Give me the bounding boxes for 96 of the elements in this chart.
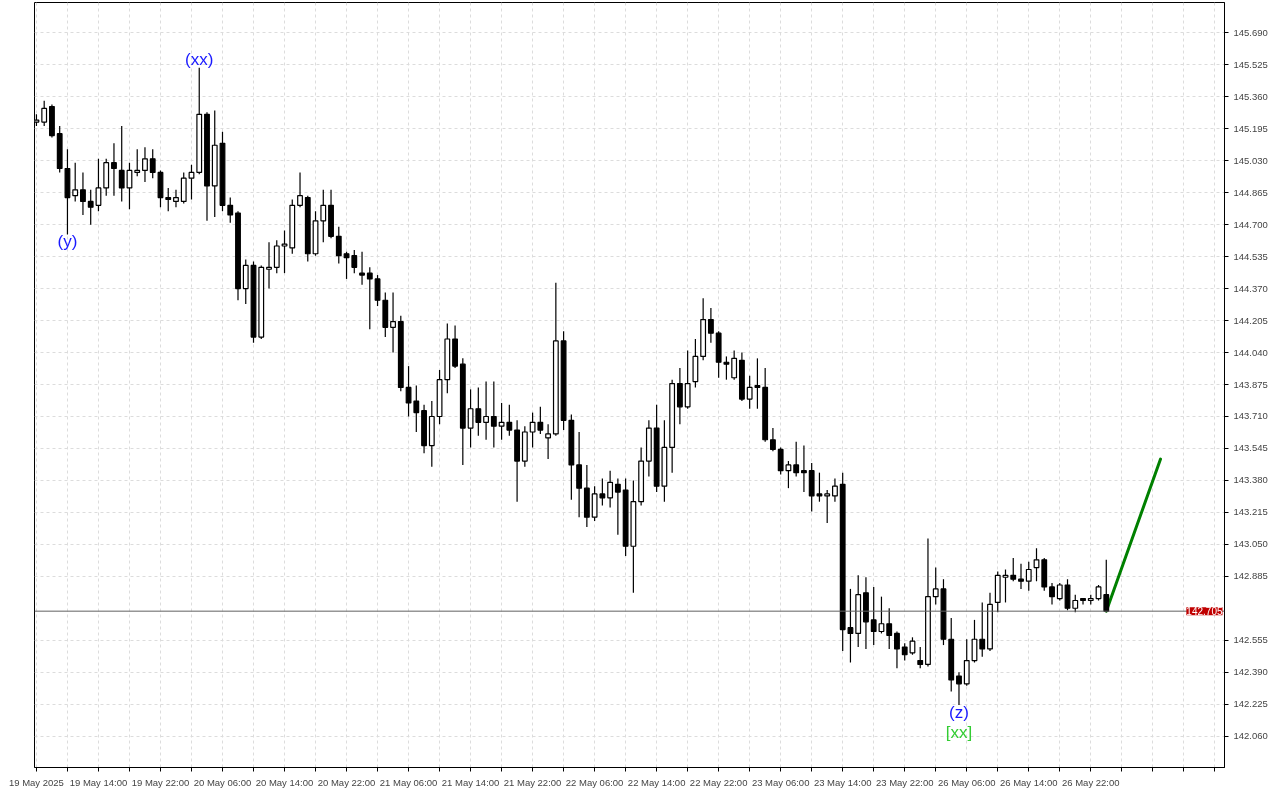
y-tick-label: 144.370: [1233, 282, 1268, 294]
candlestick: [917, 646, 924, 669]
candlestick: [1018, 563, 1024, 590]
y-tick-label: 144.700: [1233, 218, 1268, 230]
candlestick: [41, 100, 48, 127]
candlestick: [242, 258, 249, 305]
annotation: (z): [949, 702, 969, 722]
x-tick-label: 19 May 14:00: [69, 776, 128, 788]
candlestick: [281, 229, 288, 274]
y-tick-label: 143.710: [1233, 410, 1268, 422]
candlestick: [979, 601, 986, 658]
x-tick-label: 20 May 22:00: [317, 776, 376, 788]
y-tick-label: 142.390: [1233, 666, 1268, 678]
ref-line-label: 142.705: [1186, 606, 1223, 618]
candlestick: [676, 367, 683, 425]
candlestick: [1103, 559, 1110, 613]
candlestick: [801, 444, 807, 493]
y-tick-label: 144.040: [1233, 346, 1268, 358]
candlestick: [266, 241, 272, 290]
annotation: (y): [57, 231, 78, 251]
annotation: (xx): [185, 50, 214, 70]
y-tick-label: 142.060: [1233, 730, 1268, 742]
y-tick-label: 145.690: [1233, 26, 1268, 38]
y-tick-label: 142.885: [1233, 570, 1268, 582]
candlestick: [72, 162, 79, 203]
candlestick: [894, 630, 900, 669]
y-tick-label: 143.050: [1233, 538, 1268, 550]
x-tick-label: 21 May 06:00: [379, 776, 438, 788]
candlestick: [149, 148, 156, 179]
x-tick-label: 26 May 22:00: [1061, 776, 1120, 788]
candlestick: [793, 441, 800, 478]
candlestick: [963, 638, 970, 687]
y-tick-label: 145.030: [1233, 154, 1268, 166]
candlestick: [731, 350, 738, 381]
x-tick-label: 21 May 22:00: [503, 776, 562, 788]
candlestick: [180, 171, 187, 204]
y-tick-label: 143.545: [1233, 442, 1268, 454]
candlestick: [707, 307, 714, 344]
candlestick: [165, 187, 172, 212]
candlestick: [956, 671, 962, 706]
x-tick-label: 22 May 06:00: [565, 776, 624, 788]
y-tick-label: 145.360: [1233, 90, 1268, 102]
candlestick: [366, 266, 373, 330]
x-tick-label: 22 May 14:00: [627, 776, 686, 788]
candlestick: [359, 251, 365, 286]
candlestick: [684, 350, 691, 410]
candlestick: [607, 470, 614, 509]
candlestick: [832, 477, 838, 503]
y-tick-label: 142.225: [1233, 698, 1268, 710]
candlestick: [142, 146, 148, 183]
candlestick: [297, 171, 303, 208]
y-tick-label: 143.380: [1233, 474, 1268, 486]
candlestick: [545, 423, 552, 460]
candlestick: [1025, 561, 1032, 592]
candlestick: [273, 239, 280, 274]
y-tick-label: 145.195: [1233, 122, 1268, 134]
y-tick-label: 142.555: [1233, 634, 1268, 646]
x-tick-label: 23 May 14:00: [813, 776, 872, 788]
candlestick: [723, 355, 730, 381]
y-tick-label: 144.535: [1233, 250, 1268, 262]
candlestick: [769, 427, 776, 452]
y-tick-label: 143.215: [1233, 506, 1268, 518]
candlestick: [886, 607, 893, 650]
candlestick: [227, 196, 234, 224]
x-tick-label: 26 May 06:00: [937, 776, 996, 788]
candlestick: [1010, 557, 1017, 582]
candlestick: [824, 489, 831, 524]
candlestick: [614, 477, 621, 536]
candlestick: [111, 142, 117, 197]
x-tick-label: 20 May 14:00: [255, 776, 314, 788]
candlestick: [134, 148, 141, 177]
y-tick-label: 145.525: [1233, 58, 1268, 70]
x-tick-label: 26 May 14:00: [999, 776, 1058, 788]
candlestick: [746, 375, 753, 410]
x-tick-label: 21 May 14:00: [441, 776, 500, 788]
candlestick: [754, 357, 761, 410]
x-tick-label: 20 May 06:00: [193, 776, 252, 788]
candlestick: [490, 381, 497, 449]
candlestick: [173, 189, 179, 208]
candlestick: [1049, 582, 1055, 605]
x-tick-label: 19 May 22:00: [131, 776, 190, 788]
candlestick: [374, 274, 381, 307]
x-tick-label: 23 May 06:00: [751, 776, 810, 788]
annotation: [xx]: [945, 722, 973, 742]
x-tick-label: 23 May 22:00: [875, 776, 934, 788]
candlestick: [483, 381, 490, 441]
y-tick-label: 143.875: [1233, 378, 1268, 390]
candlestick: [80, 171, 86, 216]
candlestick: [576, 431, 583, 518]
y-tick-label: 144.205: [1233, 314, 1268, 326]
x-tick-label: 19 May 2025: [8, 776, 64, 788]
candlestick: [335, 226, 342, 265]
x-tick-label: 22 May 22:00: [689, 776, 748, 788]
y-tick-label: 144.865: [1233, 186, 1268, 198]
candlestick: [320, 189, 327, 243]
candlestick: [390, 291, 396, 354]
